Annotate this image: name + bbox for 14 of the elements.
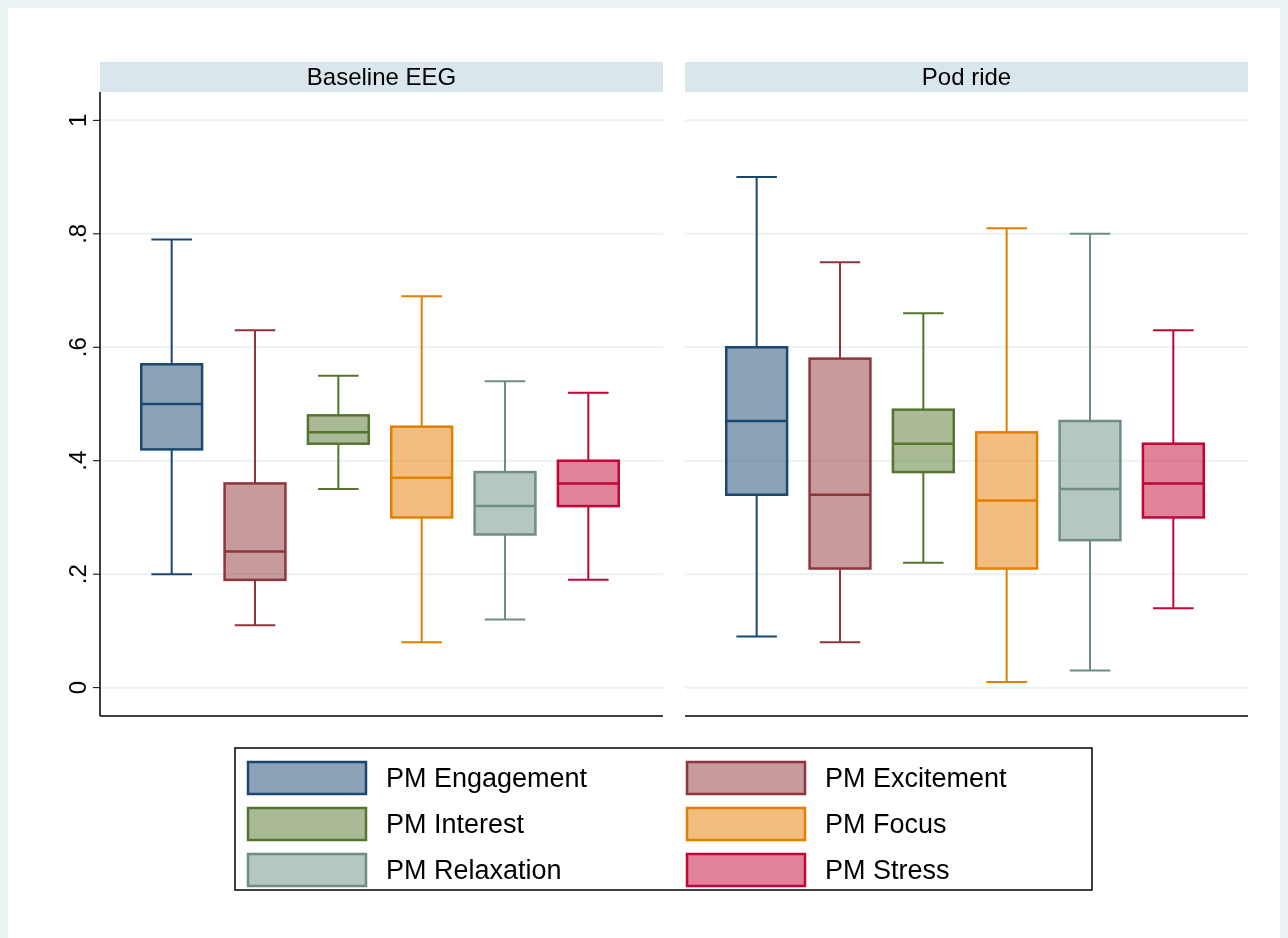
legend-label: PM Focus — [825, 809, 947, 840]
legend-label: PM Relaxation — [386, 855, 562, 886]
x-tick-label: Baseline EEG — [306, 63, 457, 91]
y-tick-label: .6 — [64, 337, 92, 358]
y-tick-label: .2 — [64, 564, 92, 585]
legend-label: PM Stress — [825, 855, 950, 886]
y-tick-label: 1 — [64, 113, 92, 128]
y-tick-label: .4 — [64, 450, 92, 471]
y-tick-label: 0 — [64, 680, 92, 695]
y-tick-label: .8 — [64, 223, 92, 244]
legend-label: PM Interest — [386, 809, 525, 840]
legend-label: PM Engagement — [386, 763, 588, 794]
legend-label: PM Excitement — [825, 763, 1008, 794]
x-tick-label: Pod ride — [921, 63, 1012, 91]
